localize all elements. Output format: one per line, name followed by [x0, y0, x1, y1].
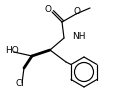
Text: O: O — [44, 4, 51, 13]
Text: O: O — [73, 7, 80, 16]
Text: Cl: Cl — [16, 79, 24, 89]
Text: NH: NH — [72, 31, 86, 40]
Text: HO: HO — [5, 46, 19, 55]
